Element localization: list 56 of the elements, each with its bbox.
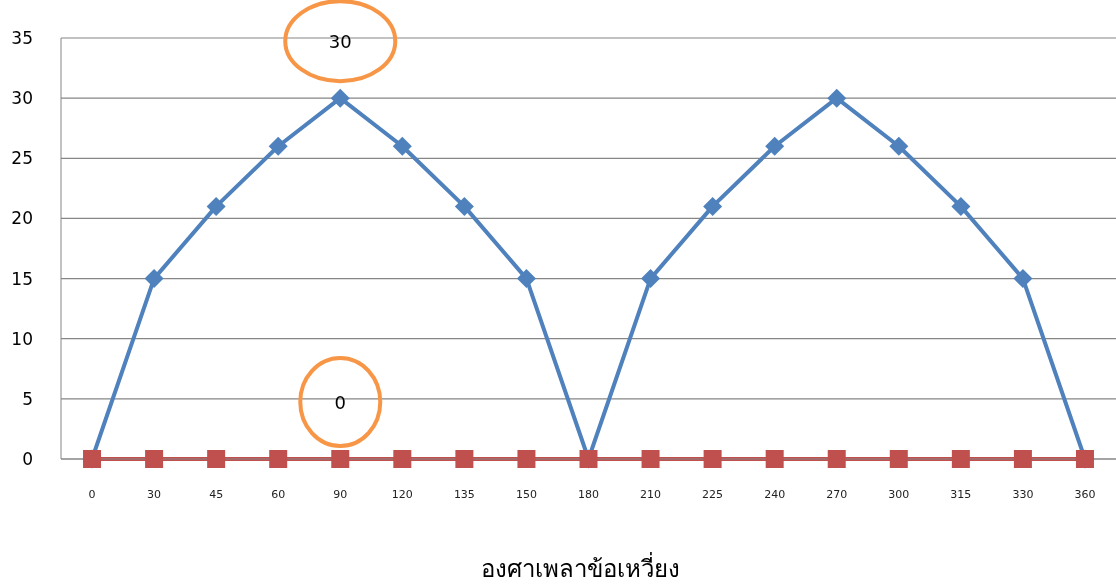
point <box>392 136 412 156</box>
point <box>517 450 536 468</box>
x-tick-label: 360 <box>1074 487 1096 501</box>
point <box>455 450 474 468</box>
point <box>641 450 660 468</box>
point <box>269 450 288 468</box>
annotation: 30 <box>328 30 352 52</box>
point <box>207 450 226 468</box>
point <box>827 88 847 108</box>
annotation: 0 <box>334 391 346 413</box>
x-tick-label: 120 <box>391 487 413 501</box>
x-tick-label: 180 <box>578 487 599 501</box>
point <box>951 196 971 216</box>
point <box>1013 450 1032 468</box>
point <box>330 88 350 108</box>
x-tick-label: 45 <box>209 487 224 501</box>
y-tick-label: 30 <box>11 88 33 109</box>
x-tick-label: 225 <box>702 487 724 501</box>
point <box>765 136 785 156</box>
point <box>827 450 846 468</box>
point <box>268 136 288 156</box>
point <box>206 196 226 216</box>
point <box>454 196 474 216</box>
x-tick-label: 300 <box>888 487 910 501</box>
y-tick-label: 20 <box>11 208 33 229</box>
point <box>145 450 164 468</box>
x-axis-title: องศาเพลาข้อเหวี่ยง <box>481 552 680 583</box>
point <box>951 450 970 468</box>
point <box>144 269 164 289</box>
point <box>516 269 536 289</box>
point <box>889 136 909 156</box>
y-tick-label: 0 <box>22 449 33 470</box>
x-tick-label: 30 <box>147 487 162 501</box>
point <box>703 450 722 468</box>
point <box>331 450 350 468</box>
y-tick-label: 15 <box>11 268 33 289</box>
point <box>889 450 908 468</box>
y-tick-label: 25 <box>11 148 33 169</box>
point <box>393 450 412 468</box>
point <box>641 269 661 289</box>
x-tick-label: 315 <box>950 487 972 501</box>
x-tick-label: 240 <box>764 487 786 501</box>
y-tick-label: 5 <box>22 388 33 409</box>
point <box>765 450 784 468</box>
x-tick-label: 0 <box>88 487 96 501</box>
x-tick-label: 150 <box>515 487 537 501</box>
x-tick-label: 60 <box>271 487 286 501</box>
y-tick-label: 35 <box>11 28 33 49</box>
x-tick-label: 210 <box>640 487 662 501</box>
point <box>703 196 723 216</box>
point <box>1013 269 1033 289</box>
x-tick-label: 330 <box>1012 487 1034 501</box>
x-tick-label: 90 <box>333 487 348 501</box>
y-tick-label: 10 <box>11 328 33 349</box>
x-tick-label: 135 <box>453 487 475 501</box>
x-tick-label: 270 <box>826 487 848 501</box>
